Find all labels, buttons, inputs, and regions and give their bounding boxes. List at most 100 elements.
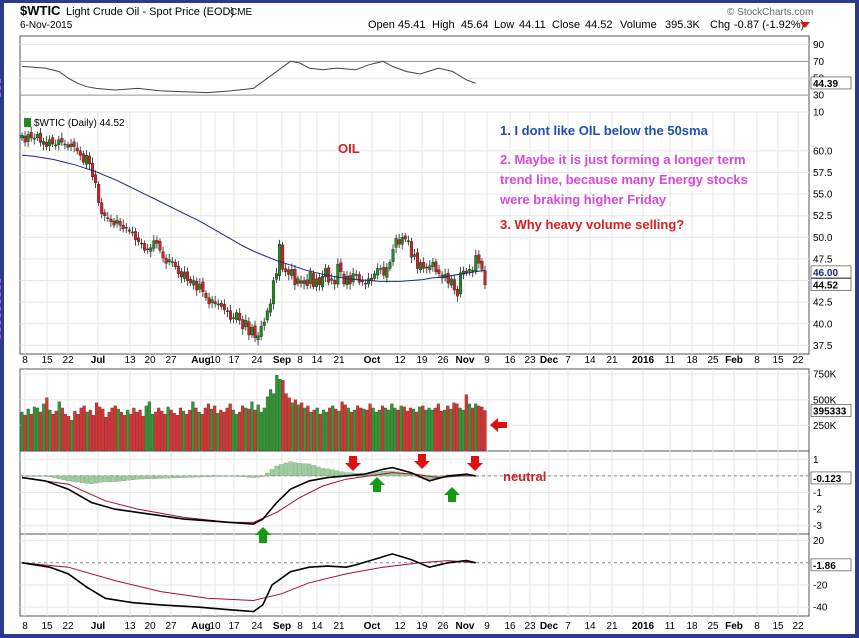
candle-body <box>382 266 386 276</box>
macd-histogram-bar <box>288 461 293 477</box>
volume-bar <box>237 411 242 452</box>
macd-histogram-bar <box>297 463 302 477</box>
macd-histogram-bar <box>33 475 39 477</box>
candle-body <box>20 135 24 139</box>
macd-histogram-bar <box>43 475 48 477</box>
candle-body <box>198 283 202 290</box>
volume-bar <box>449 408 453 452</box>
candle-body <box>183 271 187 279</box>
macd-histogram-bar <box>195 475 201 478</box>
volume-bar <box>110 407 114 452</box>
candle-body <box>213 301 217 305</box>
close-label: Close <box>552 19 580 31</box>
candle-body <box>256 335 260 340</box>
volume-bar <box>185 413 189 452</box>
x-tick-label: 10 <box>209 355 221 366</box>
y-tick-label: -1 <box>813 488 822 499</box>
candle-body <box>66 144 70 148</box>
macd-last-label-box <box>810 471 852 485</box>
x-tick-label: 15 <box>41 355 53 366</box>
x-tick-label: 15 <box>772 621 784 632</box>
x-tick-label: 22 <box>792 621 804 632</box>
volume-bar <box>113 405 117 452</box>
x-tick-label: Oct <box>364 621 381 632</box>
candle-body <box>84 155 88 165</box>
volume-bar <box>356 405 360 452</box>
candle-body <box>140 242 144 245</box>
volume-label: Volume <box>620 19 657 31</box>
candle-body <box>299 280 303 284</box>
candle-body <box>133 231 137 241</box>
volume-bar <box>104 417 108 452</box>
candle-body <box>94 174 98 184</box>
volume-bar <box>269 389 273 452</box>
volume-bar <box>60 407 64 452</box>
macd-histogram-bar <box>306 463 312 477</box>
y-tick-label: -20 <box>813 580 828 591</box>
macd-histogram-bar <box>209 475 214 477</box>
macd-histogram-bar <box>311 465 316 477</box>
macd-series <box>19 461 478 525</box>
candle-body <box>118 221 122 226</box>
x-tick-label: 16 <box>504 355 516 366</box>
macd-histogram-bar <box>181 475 187 478</box>
volume-bar <box>206 403 210 452</box>
volume-value: 395.3K <box>665 19 701 31</box>
macd-histogram-bar <box>200 475 205 478</box>
macd-histogram-bar <box>218 475 224 477</box>
volume-bar <box>42 403 46 452</box>
macd-histogram-bar <box>84 475 89 484</box>
candle-body <box>195 281 199 291</box>
candle-body <box>23 135 27 143</box>
candle-body <box>379 268 383 270</box>
x-tick-label: 22 <box>62 355 74 366</box>
x-tick-label: Feb <box>725 621 743 632</box>
candle-body <box>250 327 254 336</box>
macd-histogram-bar <box>205 475 210 477</box>
macd-histogram-bar <box>98 475 103 483</box>
macd-histogram-bar <box>149 475 154 479</box>
candle-body <box>253 325 257 338</box>
arrow-up-icon <box>369 477 385 492</box>
macd-histogram-bar <box>158 475 164 479</box>
candle-body <box>121 225 125 229</box>
volume-bar <box>284 393 288 452</box>
x-tick-label: 23 <box>524 355 536 366</box>
volume-bar <box>293 399 297 452</box>
sma-last-label-box <box>810 265 852 279</box>
candle-body <box>155 239 159 244</box>
candle-body <box>449 278 453 286</box>
volume-bar <box>101 408 105 452</box>
candle-body <box>308 271 312 284</box>
candle-body <box>161 251 165 259</box>
macd-histogram-bar <box>172 475 177 479</box>
candle-body <box>216 303 220 306</box>
y-tick-label: -2 <box>813 505 822 516</box>
open-label: Open <box>368 19 395 31</box>
open-value: 45.41 <box>398 19 426 31</box>
macd-histogram-bar <box>93 475 99 484</box>
x-tick-label: 14 <box>584 355 596 366</box>
date-text: 6-Nov-2015 <box>20 20 73 31</box>
candle-body <box>388 262 392 269</box>
volume-bar <box>48 409 52 452</box>
macd-histogram-bar <box>121 475 127 481</box>
x-tick-label: 23 <box>524 621 536 632</box>
candle-body <box>170 261 174 263</box>
y-tick-label: 55.0 <box>813 190 833 201</box>
volume-bar <box>178 407 183 452</box>
candle-body <box>360 280 364 283</box>
x-tick-label: Jul <box>91 621 106 632</box>
sma50-line <box>21 154 486 282</box>
volume-bar <box>225 407 229 452</box>
volume-bar <box>29 413 33 452</box>
candle-body <box>179 271 183 278</box>
volume-bar <box>228 403 232 452</box>
macd-histogram-bar <box>283 462 289 477</box>
rsi-last-label: 44.39 <box>813 79 838 90</box>
volume-bar <box>182 410 186 452</box>
macd-histogram-bar <box>246 475 252 478</box>
price-last-label-box <box>810 278 852 291</box>
volume-bar <box>452 402 456 452</box>
volume-bar <box>160 410 164 452</box>
